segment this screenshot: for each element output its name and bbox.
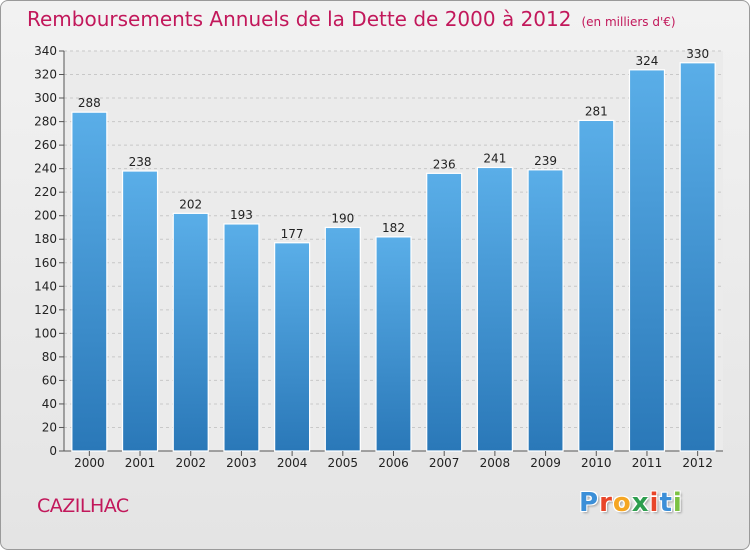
y-tick-label: 180 (34, 232, 57, 246)
bar-2007 (426, 172, 463, 452)
x-tick-label-2006: 2006 (378, 456, 409, 470)
y-tick-label: 260 (34, 138, 57, 152)
data-label-2003: 193 (230, 208, 253, 222)
bar-2001 (121, 170, 159, 452)
logo-letter: i (672, 488, 683, 518)
bar-2000 (71, 111, 108, 452)
y-tick-label: 20 (42, 420, 57, 434)
x-tick-label-2007: 2007 (429, 456, 460, 470)
data-label-2011: 324 (636, 54, 659, 68)
x-tick-label-2003: 2003 (226, 456, 257, 470)
data-label-2005: 190 (331, 211, 354, 225)
chart-subtitle: (en milliers d'€) (581, 15, 676, 29)
x-tick-label-2010: 2010 (581, 456, 612, 470)
y-tick-label: 100 (34, 326, 57, 340)
logo-letter: t (659, 488, 673, 518)
bar-2009 (527, 169, 564, 452)
data-label-2008: 241 (483, 151, 506, 165)
x-tick-label-2000: 2000 (74, 456, 105, 470)
y-tick-label: 160 (34, 256, 57, 270)
bar-2004 (274, 242, 311, 452)
y-tick-label: 60 (42, 373, 57, 387)
data-label-2000: 288 (78, 96, 101, 110)
bar-2008 (476, 166, 513, 452)
logo-letter: P (579, 488, 600, 518)
y-tick-label: 0 (49, 444, 57, 458)
proxiti-logo: Proxiti (579, 488, 683, 518)
logo-letter: o (612, 488, 632, 518)
data-label-2007: 236 (433, 157, 456, 171)
y-tick-label: 340 (34, 44, 57, 58)
data-label-2004: 177 (281, 227, 304, 241)
bar-2012 (679, 62, 716, 452)
bar-2005 (324, 226, 361, 452)
logo-letter: r (599, 488, 613, 518)
data-label-2012: 330 (686, 47, 709, 61)
city-name: CAZILHAC (37, 495, 129, 517)
data-label-2010: 281 (585, 104, 608, 118)
y-tick-label: 220 (34, 185, 57, 199)
y-tick-label: 240 (34, 162, 57, 176)
x-tick-label-2012: 2012 (682, 456, 713, 470)
bar-2011 (628, 69, 666, 452)
y-tick-label: 200 (34, 209, 57, 223)
x-tick-label-2009: 2009 (530, 456, 561, 470)
bar-2006 (375, 236, 412, 452)
data-label-2001: 238 (129, 155, 152, 169)
x-tick-label-2001: 2001 (125, 456, 156, 470)
y-tick-label: 40 (42, 397, 57, 411)
y-tick-label: 80 (42, 350, 57, 364)
bar-2010 (578, 119, 615, 452)
chart-title: Remboursements Annuels de la Dette de 20… (27, 7, 676, 31)
x-tick-label-2011: 2011 (632, 456, 663, 470)
data-label-2009: 239 (534, 154, 557, 168)
x-tick-label-2002: 2002 (175, 456, 206, 470)
y-tick-label: 140 (34, 279, 57, 293)
x-tick-label-2005: 2005 (328, 456, 359, 470)
logo-letter: x (631, 488, 650, 518)
bar-2002 (172, 212, 209, 452)
data-label-2006: 182 (382, 221, 405, 235)
y-tick-label: 320 (34, 68, 57, 82)
y-tick-label: 300 (34, 91, 57, 105)
data-label-2002: 202 (179, 197, 202, 211)
x-tick-label-2008: 2008 (480, 456, 511, 470)
logo-letter: i (649, 488, 660, 518)
x-tick-label-2004: 2004 (277, 456, 308, 470)
y-tick-label: 120 (34, 303, 57, 317)
y-tick-label: 280 (34, 115, 57, 129)
title-text: Remboursements Annuels de la Dette de 20… (27, 7, 572, 31)
bar-2003 (223, 223, 260, 452)
